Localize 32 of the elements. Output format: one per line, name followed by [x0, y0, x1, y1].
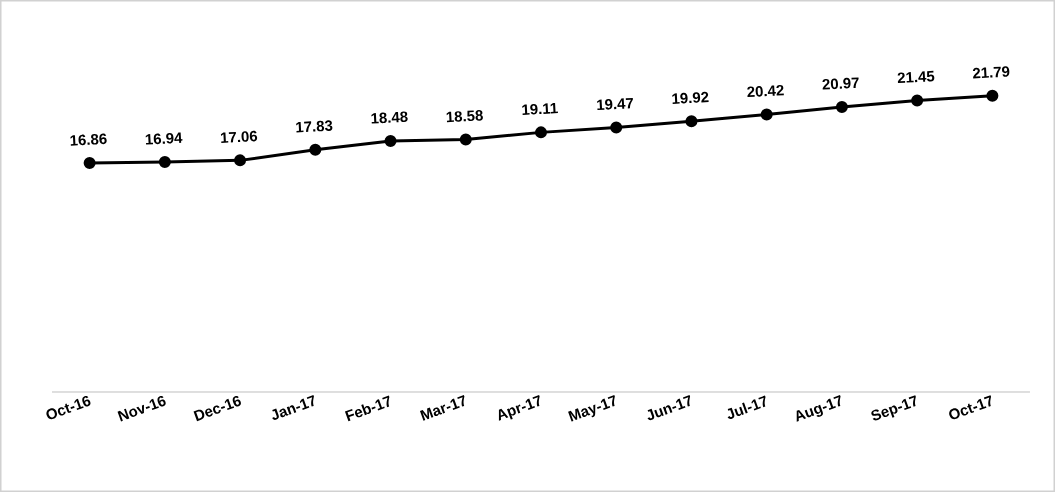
point: [309, 143, 322, 156]
point: [685, 115, 698, 128]
data-label: 19.92: [672, 91, 709, 104]
data-label: 19.47: [597, 97, 633, 111]
data-label: 20.97: [822, 77, 859, 90]
x-tick-label: Jan-17: [272, 395, 314, 420]
x-tick-label: Oct-16: [46, 395, 91, 420]
point: [535, 126, 548, 139]
x-tick-label: Jun-17: [647, 395, 691, 421]
point: [158, 156, 171, 168]
point: [384, 134, 397, 147]
data-label: 17.83: [296, 120, 333, 133]
point: [459, 133, 472, 146]
x-tick-label: Jul-17: [727, 395, 766, 419]
point: [234, 154, 247, 167]
point: [83, 157, 96, 170]
point: [610, 121, 623, 134]
data-label: 21.79: [972, 66, 1010, 79]
data-label: 18.48: [371, 111, 408, 124]
point: [760, 108, 773, 121]
data-label: 20.42: [747, 84, 784, 98]
data-label: 16.94: [145, 132, 183, 145]
data-label: 17.06: [220, 130, 258, 143]
point: [835, 100, 848, 113]
x-tick-label: Dec-16: [193, 395, 241, 422]
point: [986, 89, 999, 102]
data-label: 18.58: [446, 110, 483, 123]
x-tick-label: Oct-17: [949, 395, 992, 420]
data-label: 16.86: [70, 133, 107, 146]
point: [911, 94, 924, 107]
data-label: 21.45: [897, 70, 935, 84]
data-label: 19.11: [522, 102, 558, 115]
